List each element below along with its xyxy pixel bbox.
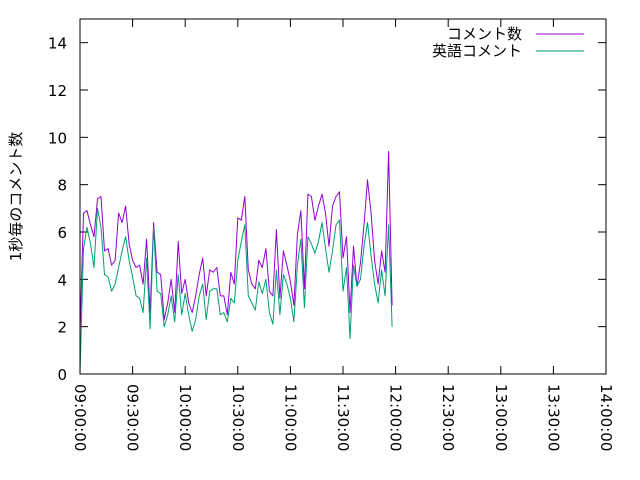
x-tick-label: 13:30:00 xyxy=(544,384,562,451)
legend-label: 英語コメント xyxy=(432,42,522,60)
y-tick-label: 8 xyxy=(57,177,67,195)
y-tick-label: 14 xyxy=(48,35,67,53)
series-line-1 xyxy=(79,151,393,334)
x-tick-label: 11:00:00 xyxy=(281,384,299,451)
x-tick-label: 09:00:00 xyxy=(71,384,89,451)
x-tick-label: 11:30:00 xyxy=(334,384,352,451)
y-tick-label: 2 xyxy=(57,319,67,337)
x-tick-label: 12:30:00 xyxy=(439,384,457,451)
y-axis-label: 1秒毎のコメント数 xyxy=(7,132,25,262)
x-tick-label: 09:30:00 xyxy=(124,384,142,451)
x-tick-label: 14:00:00 xyxy=(597,384,615,451)
x-tick-label: 12:00:00 xyxy=(387,384,405,451)
y-tick-label: 10 xyxy=(48,129,67,147)
y-tick-label: 6 xyxy=(57,224,67,242)
y-tick-label: 0 xyxy=(57,366,67,384)
series-layer xyxy=(79,151,393,375)
plot-frame xyxy=(79,18,607,375)
x-tick-label: 13:00:00 xyxy=(492,384,510,451)
legend-label: コメント数 xyxy=(447,25,522,43)
x-tick-label: 10:30:00 xyxy=(229,384,247,451)
x-tick-label: 10:00:00 xyxy=(176,384,194,451)
x-tick-labels: 09:00:00 09:30:00 10:00:00 10:30:00 11:00:00… xyxy=(71,384,615,451)
series-line-2 xyxy=(79,207,393,375)
y-tick-label: 12 xyxy=(48,82,67,100)
y-tick-label: 4 xyxy=(57,271,67,289)
y-tick-labels: 0 2 4 6 8 10 12 14 xyxy=(48,35,67,384)
